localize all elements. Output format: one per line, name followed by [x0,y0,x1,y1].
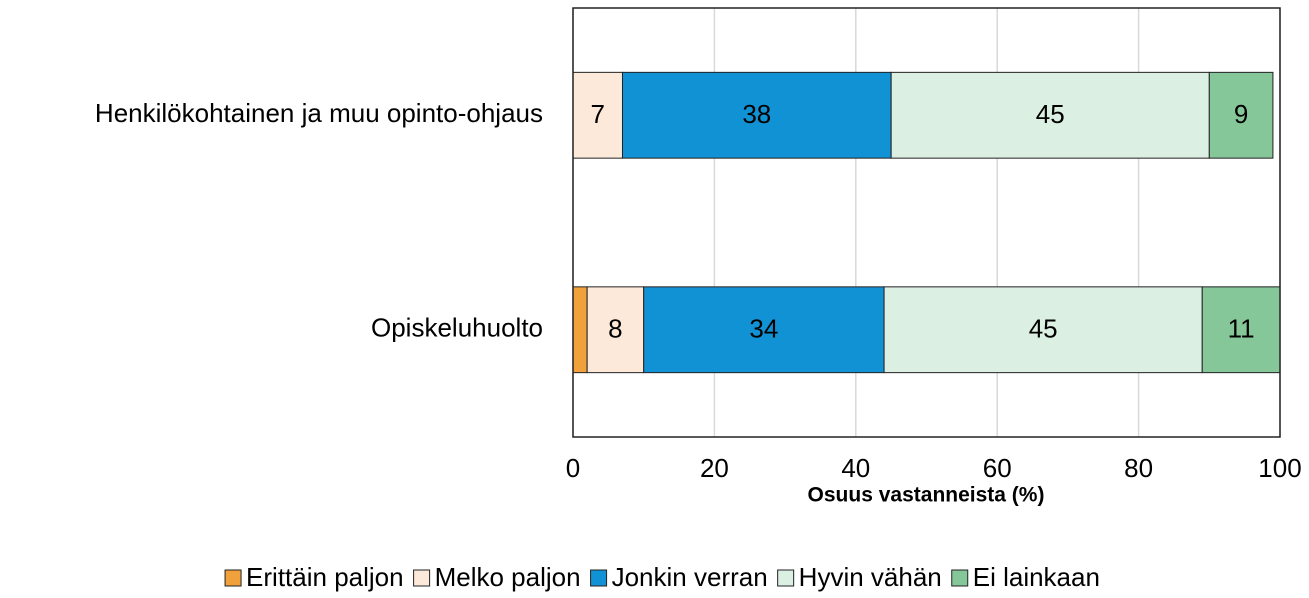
x-tick-label: 40 [841,453,870,483]
legend-label: Hyvin vähän [799,562,942,592]
x-tick-label: 20 [700,453,729,483]
legend-label: Ei lainkaan [973,562,1100,592]
legend-label: Erittäin paljon [246,562,404,592]
data-label: 7 [591,99,605,129]
bar-segment [1208,71,1274,159]
data-label: 45 [1029,314,1058,344]
data-label: 9 [1234,99,1248,129]
legend: Erittäin paljon Melko paljon Jonkin verran… [224,562,1100,592]
bar-segment [883,286,1203,374]
plot-border [572,7,1281,438]
x-tick-label: 60 [983,453,1012,483]
x-axis-label: Osuus vastanneista (%) [808,484,1045,507]
legend-label: Melko paljon [435,562,581,592]
bar-segment [572,286,588,374]
legend-swatch [413,569,431,587]
bar-segment [1201,286,1281,374]
y-tick-label: Opiskeluhuolto [371,313,543,343]
x-tick-label: 0 [566,453,580,483]
legend-swatch [777,569,795,587]
data-label: 34 [749,314,778,344]
bar-segment [643,286,885,374]
legend-swatch [224,569,242,587]
y-tick-label: Henkilökohtainen ja muu opinto-ohjaus [95,98,543,128]
bar-segment [586,286,645,374]
data-label: 45 [1036,99,1065,129]
data-label: 11 [1228,314,1255,344]
bar-segment [890,71,1210,159]
x-tick-label: 100 [1258,453,1301,483]
data-label: 38 [742,99,771,129]
bar-segment [572,71,623,159]
data-label: 8 [608,314,622,344]
legend-label: Jonkin verran [612,562,768,592]
legend-swatch [951,569,969,587]
x-tick-label: 80 [1124,453,1153,483]
legend-swatch [590,569,608,587]
